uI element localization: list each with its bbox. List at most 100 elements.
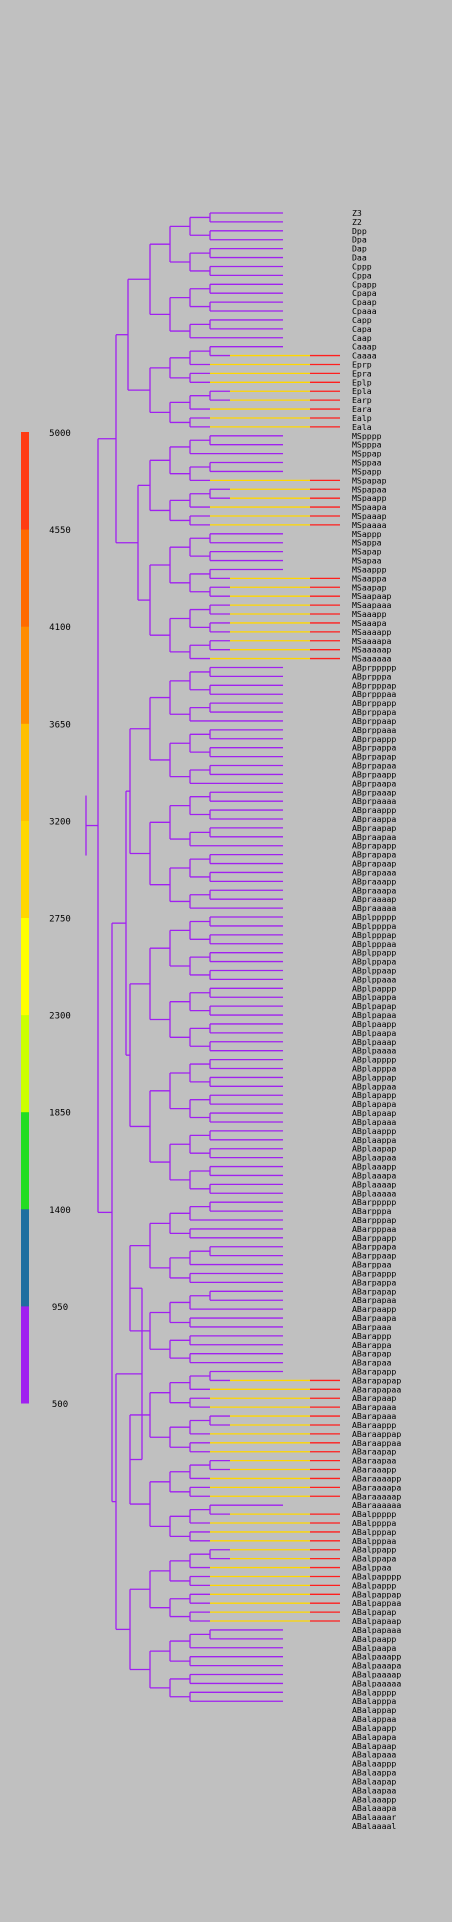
leaf-label: Cpaap <box>352 297 377 307</box>
leaf-label: ABprpaapp <box>352 769 396 779</box>
leaf-label: ABprpppap <box>352 680 396 690</box>
leaf-label: ABarpppap <box>352 1215 396 1225</box>
leaf-label: ABalapaaa <box>352 1750 396 1760</box>
leaf-label: Capp <box>352 315 372 325</box>
color-scale-bar <box>21 432 29 1404</box>
leaf-label: ABalappaa <box>352 1714 396 1724</box>
scale-tick-label: 3200 <box>49 817 71 827</box>
leaf-label: ABplapppa <box>352 1064 396 1074</box>
leaf-label: ABplapapp <box>352 1090 396 1100</box>
leaf-label: ABplpaaaa <box>352 1046 396 1056</box>
leaf-label: ABplapaap <box>352 1108 396 1118</box>
leaf-label: ABprpapap <box>352 752 396 762</box>
leaf-label: MSpaapp <box>352 493 387 503</box>
leaf-label: ABalaaaar <box>352 1812 396 1822</box>
leaf-label: MSaaaaaa <box>352 654 392 664</box>
tree-branches <box>85 212 340 1702</box>
leaf-label: ABarpaapp <box>352 1304 396 1314</box>
leaf-label: Z2 <box>352 217 362 227</box>
leaf-label: MSappa <box>352 538 382 548</box>
leaf-label: ABplpapap <box>352 1001 396 1011</box>
leaf-label: ABalapaap <box>352 1741 396 1751</box>
leaf-label: ABarapap <box>352 1349 392 1359</box>
leaf-label: ABpraapaa <box>352 832 396 842</box>
leaf-label: MSaapaaa <box>352 600 392 610</box>
leaf-label: ABalpaaaaa <box>352 1678 401 1688</box>
leaf-label: ABprpppaa <box>352 689 396 699</box>
leaf-label: ABalaapap <box>352 1776 396 1786</box>
leaf-label: ABarpappp <box>352 1268 396 1278</box>
leaf-label: Cppp <box>352 261 372 271</box>
leaf-label: ABaraappp <box>352 1420 396 1430</box>
leaf-label: ABalapapa <box>352 1732 396 1742</box>
leaf-label: ABaraaaaaa <box>352 1500 401 1510</box>
leaf-label: Dap <box>352 244 367 254</box>
scale-band <box>21 1111 29 1210</box>
leaf-label: ABpraaaaa <box>352 903 396 913</box>
leaf-label: ABaraappap <box>352 1429 401 1439</box>
leaf-label: ABarapapap <box>352 1375 401 1385</box>
scale-tick-label: 2300 <box>49 1012 71 1022</box>
leaf-label: ABalpappaa <box>352 1598 401 1608</box>
leaf-label: ABaraaaaap <box>352 1491 401 1501</box>
leaf-label: ABarppaa <box>352 1260 392 1270</box>
scale-tick-label: 5000 <box>49 429 71 439</box>
leaf-label: Z3 <box>352 208 362 218</box>
leaf-label: ABalaappa <box>352 1768 396 1778</box>
leaf-label: MSaaaapa <box>352 636 392 646</box>
leaf-label: ABprpaaaa <box>352 796 396 806</box>
leaf-label: MSapap <box>352 547 382 557</box>
scale-band <box>21 432 29 530</box>
leaf-label: MSpapp <box>352 466 382 476</box>
leaf-label: ABplpappa <box>352 992 396 1002</box>
leaf-label: Eara <box>352 404 372 414</box>
leaf-label: MSpppa <box>352 440 382 450</box>
leaf-label: ABpraappp <box>352 805 396 815</box>
leaf-label: MSaappa <box>352 573 387 583</box>
color-scale-labels: 5000 4550 4100 3650 3200 2750 2300 1850 1400 950 5… <box>49 429 71 1410</box>
leaf-label: ABalpaaaap <box>352 1670 401 1680</box>
leaf-label: ABprpppa <box>352 671 392 681</box>
leaf-label: ABpraaapp <box>352 876 396 886</box>
leaf-label: ABplpaapp <box>352 1019 396 1029</box>
leaf-label: Cpapp <box>352 279 377 289</box>
leaf-label: Daa <box>352 253 367 263</box>
leaf-label: ABplpaapa <box>352 1028 396 1038</box>
leaf-label: ABaraaaapa <box>352 1482 401 1492</box>
scale-band <box>21 1305 29 1404</box>
leaf-label: ABarapaaa <box>352 1402 396 1412</box>
leaf-label: MSpaaap <box>352 511 387 521</box>
leaf-label: ABplpappp <box>352 983 396 993</box>
leaf-label: MSaaaapp <box>352 627 392 637</box>
leaf-label: ABalpaaapp <box>352 1652 401 1662</box>
leaf-label: ABalpappp <box>352 1580 396 1590</box>
leaf-label: Epla <box>352 386 372 396</box>
leaf-label: MSpapap <box>352 475 387 485</box>
leaf-label: ABalpappap <box>352 1589 401 1599</box>
leaf-label: ABplaappp <box>352 1126 396 1136</box>
leaf-label: ABplaaapa <box>352 1170 396 1180</box>
leaf-label: ABarpaaa <box>352 1322 392 1332</box>
leaf-label: ABpraaaap <box>352 894 396 904</box>
leaf-label: ABalpaaapa <box>352 1661 401 1671</box>
leaf-label: ABplpppap <box>352 930 396 940</box>
leaf-label: ABalpapaaa <box>352 1625 401 1635</box>
leaf-label: ABarapapp <box>352 1367 396 1377</box>
leaf-label: ABalpapap <box>352 1607 396 1617</box>
leaf-label: ABalappap <box>352 1705 396 1715</box>
leaf-label: ABalaaaal <box>352 1821 396 1831</box>
leaf-label: ABarapaaa <box>352 1411 396 1421</box>
leaf-label: ABprapaaa <box>352 867 396 877</box>
leaf-label: ABalpppap <box>352 1527 396 1537</box>
leaf-label: MSaaaaap <box>352 645 392 655</box>
leaf-label: ABplapaaa <box>352 1117 396 1127</box>
scale-tick-label: 950 <box>52 1303 68 1313</box>
leaf-label: Earp <box>352 395 372 405</box>
scale-tick-label: 2750 <box>49 915 71 925</box>
scale-tick-label: 4550 <box>49 526 71 536</box>
leaf-label: ABalppaa <box>352 1563 392 1573</box>
leaf-label: ABarppaap <box>352 1251 396 1261</box>
leaf-label: ABarpapaa <box>352 1295 396 1305</box>
leaf-label: ABplaapaa <box>352 1153 396 1163</box>
